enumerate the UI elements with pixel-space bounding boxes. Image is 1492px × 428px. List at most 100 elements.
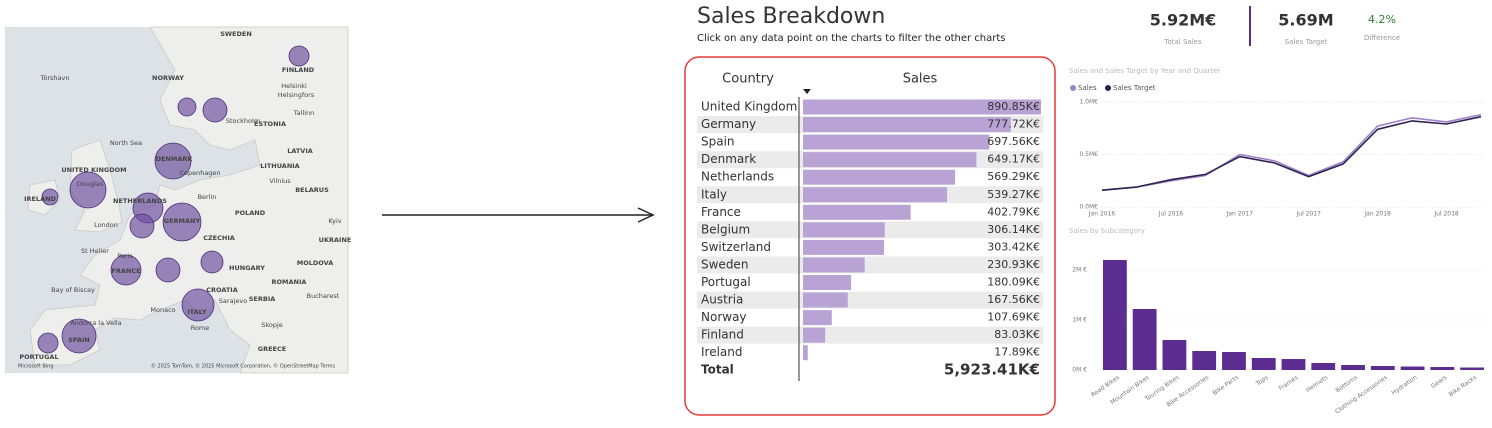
kpi-label: Difference xyxy=(1364,34,1400,42)
column-header: Country xyxy=(722,72,774,87)
row-label[interactable]: Germany xyxy=(701,117,756,131)
row-label[interactable]: Belgium xyxy=(701,222,750,236)
y-tick-label: 0M € xyxy=(1072,367,1087,374)
map-label: ESTONIA xyxy=(254,120,286,128)
map-label: Tallinn xyxy=(293,109,315,117)
map-label: GREECE xyxy=(258,345,286,353)
kpi-value: 5.92M€ xyxy=(1150,11,1217,30)
kpi-value: 5.69M xyxy=(1278,11,1333,30)
bar[interactable] xyxy=(1222,352,1246,370)
bar[interactable] xyxy=(1281,359,1306,370)
bar[interactable] xyxy=(1370,366,1395,370)
bar[interactable] xyxy=(803,292,848,308)
bar[interactable] xyxy=(803,327,826,343)
map-bubble[interactable] xyxy=(41,188,59,206)
sort-indicator[interactable] xyxy=(803,89,811,94)
legend-marker[interactable] xyxy=(1070,85,1076,91)
x-tick-label: Hydration xyxy=(1390,374,1418,397)
row-label[interactable]: Portugal xyxy=(701,275,751,289)
x-tick-label: Jul 2017 xyxy=(1296,211,1322,218)
value-label: 303.42K€ xyxy=(987,240,1040,253)
bar[interactable] xyxy=(803,117,1011,133)
bar[interactable] xyxy=(803,310,832,326)
bar[interactable] xyxy=(803,239,885,255)
value-label: 167.56K€ xyxy=(987,293,1040,306)
value-label: 230.93K€ xyxy=(987,258,1040,271)
bar[interactable] xyxy=(1251,358,1276,370)
map-bubble[interactable] xyxy=(37,332,59,354)
legend-label[interactable]: Sales xyxy=(1078,84,1097,92)
x-tick-label: Bike Parts xyxy=(1212,374,1240,397)
bar[interactable] xyxy=(803,257,865,273)
bar[interactable] xyxy=(1341,365,1365,370)
map-bubble[interactable] xyxy=(154,142,192,180)
bar[interactable] xyxy=(1162,340,1187,370)
bar[interactable] xyxy=(803,169,956,185)
value-label: 777.72K€ xyxy=(987,118,1040,131)
value-label: 569.29K€ xyxy=(987,170,1040,183)
value-label: 306.14K€ xyxy=(987,223,1040,236)
map-label: DENMARK xyxy=(156,155,194,163)
bar[interactable] xyxy=(1192,351,1217,370)
map-bubble[interactable] xyxy=(61,318,97,354)
map-bubble[interactable] xyxy=(155,257,181,283)
bar[interactable] xyxy=(1460,367,1485,371)
legend-label[interactable]: Sales Target xyxy=(1113,84,1156,92)
map-label: FRANCE xyxy=(111,267,140,275)
row-label[interactable]: Spain xyxy=(701,135,735,149)
sales-table: Country Sales United Kingdom 890.85K€ German… xyxy=(697,72,1043,381)
bar[interactable] xyxy=(803,345,808,361)
total-label: Total xyxy=(701,363,734,377)
bar[interactable] xyxy=(803,204,911,220)
map-bubble[interactable] xyxy=(181,288,215,322)
map-provider: Microsoft Bing xyxy=(18,364,54,370)
bar[interactable] xyxy=(803,152,977,168)
bar[interactable] xyxy=(1430,367,1455,370)
map-bubble[interactable] xyxy=(200,250,224,274)
x-tick-label: Clothing Accessories xyxy=(1334,374,1389,415)
row-label[interactable]: Sweden xyxy=(701,257,748,271)
map-bubble[interactable] xyxy=(162,202,202,242)
bar[interactable] xyxy=(803,134,990,150)
line-series[interactable] xyxy=(1101,113,1482,191)
row-label[interactable]: Ireland xyxy=(701,345,743,359)
row-label[interactable]: Netherlands xyxy=(701,170,774,184)
bar[interactable] xyxy=(1311,363,1336,370)
row-label[interactable]: Finland xyxy=(701,328,744,342)
bar[interactable] xyxy=(803,99,1041,115)
map-label: UNITED KINGDOM xyxy=(61,166,126,174)
map-bubble[interactable] xyxy=(202,97,228,123)
kpi-label: Total Sales xyxy=(1163,38,1202,46)
map-label: SERBIA xyxy=(249,295,276,303)
bar[interactable] xyxy=(1400,366,1425,371)
map-bubble[interactable] xyxy=(69,171,107,209)
legend-marker[interactable] xyxy=(1105,85,1111,91)
map-bubble[interactable] xyxy=(110,254,142,286)
row-label[interactable]: France xyxy=(701,205,741,219)
row-label[interactable]: Denmark xyxy=(701,152,756,166)
row-label[interactable]: United Kingdom xyxy=(701,100,797,114)
map-label: SWEDEN xyxy=(220,30,252,38)
map-labels: SWEDEN FINLAND NORWAY Tórshavn HelsinkiHelsi… xyxy=(19,30,351,361)
bar[interactable] xyxy=(1102,260,1127,370)
row-label[interactable]: Italy xyxy=(701,187,727,201)
map-bubble[interactable] xyxy=(129,213,155,239)
value-label: 17.89K€ xyxy=(994,346,1040,359)
bar[interactable] xyxy=(803,222,885,238)
y-tick-label: 0.5M€ xyxy=(1079,151,1098,158)
map-bubble[interactable] xyxy=(177,97,197,117)
map-bubble[interactable] xyxy=(288,45,310,67)
bar[interactable] xyxy=(803,187,948,203)
highlight-box xyxy=(684,56,1056,416)
map-label: Berlin xyxy=(198,193,217,201)
row-label[interactable]: Norway xyxy=(701,310,747,324)
map-label: Helsinki xyxy=(281,82,307,90)
line-series[interactable] xyxy=(1101,115,1482,191)
bar[interactable] xyxy=(803,275,852,290)
map-label: CZECHIA xyxy=(203,234,235,242)
bar[interactable] xyxy=(1132,309,1157,370)
map-label: Kyiv xyxy=(328,217,341,225)
row-label[interactable]: Switzerland xyxy=(701,240,771,254)
row-label[interactable]: Austria xyxy=(701,293,743,307)
